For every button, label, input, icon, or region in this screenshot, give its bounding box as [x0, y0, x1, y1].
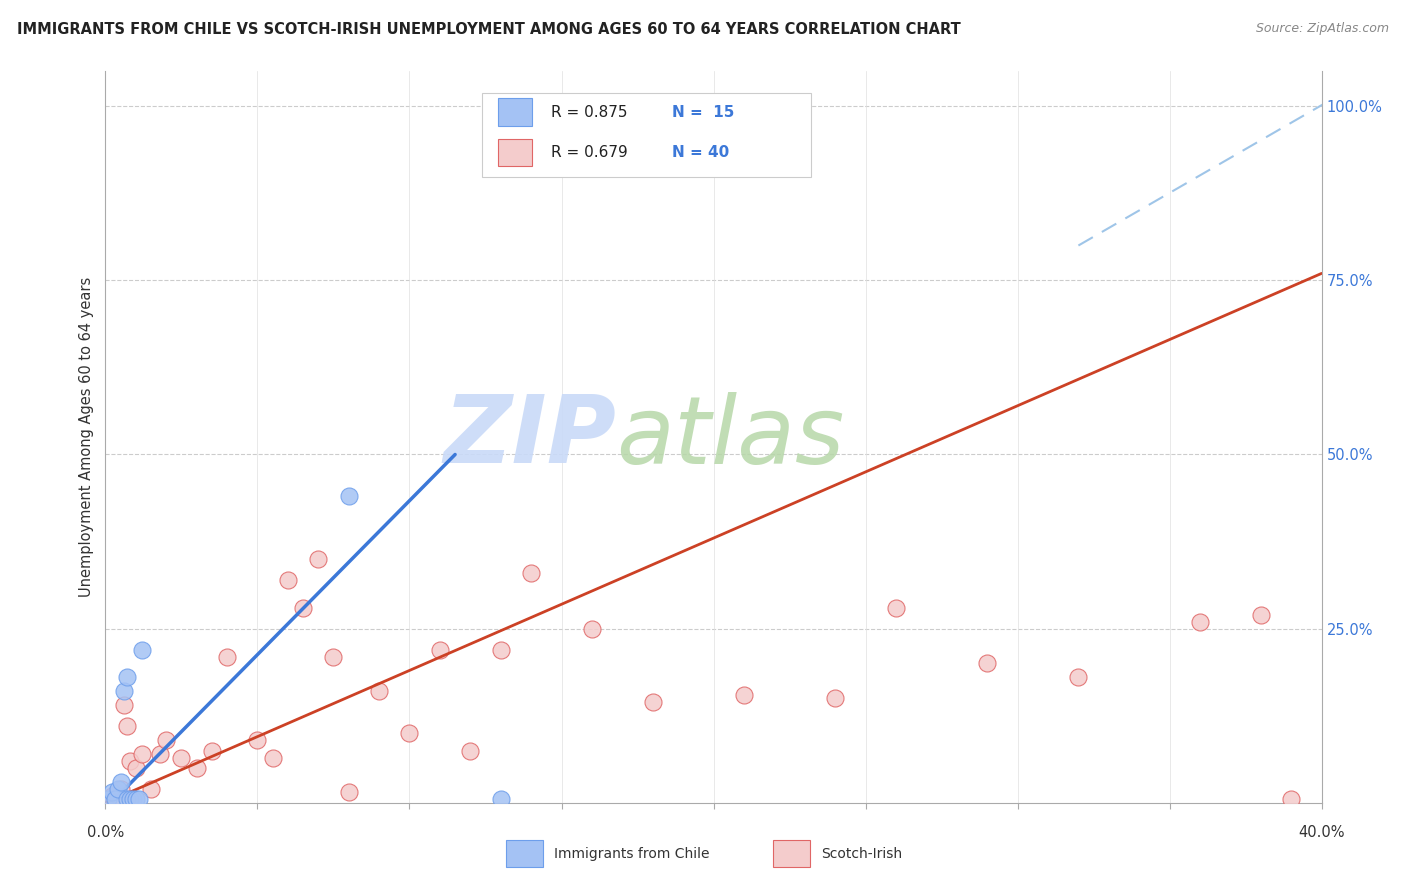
Text: Scotch-Irish: Scotch-Irish — [821, 847, 903, 861]
Text: R = 0.875: R = 0.875 — [551, 105, 627, 120]
Point — [1067, 670, 1090, 684]
Point — [337, 785, 360, 799]
Point — [110, 775, 132, 789]
Text: N = 40: N = 40 — [672, 145, 730, 160]
Text: 0.0%: 0.0% — [87, 825, 124, 839]
Point — [107, 781, 129, 796]
Point — [125, 792, 148, 806]
Point — [262, 750, 284, 764]
Point — [246, 733, 269, 747]
Point — [217, 649, 239, 664]
Point — [149, 747, 172, 761]
FancyBboxPatch shape — [482, 94, 811, 178]
FancyBboxPatch shape — [498, 98, 533, 126]
Text: atlas: atlas — [616, 392, 845, 483]
Point — [97, 792, 120, 806]
Text: 40.0%: 40.0% — [1298, 825, 1346, 839]
Point — [112, 698, 135, 713]
Point — [128, 792, 150, 806]
Point — [118, 792, 141, 806]
Point — [115, 792, 138, 806]
Point — [186, 761, 208, 775]
Point — [307, 552, 329, 566]
Point — [884, 600, 907, 615]
Point — [520, 566, 543, 580]
Point — [103, 792, 125, 806]
Point — [115, 670, 138, 684]
Text: Source: ZipAtlas.com: Source: ZipAtlas.com — [1256, 22, 1389, 36]
Point — [368, 684, 391, 698]
Text: N =  15: N = 15 — [672, 105, 734, 120]
Y-axis label: Unemployment Among Ages 60 to 64 years: Unemployment Among Ages 60 to 64 years — [79, 277, 94, 598]
Point — [398, 726, 420, 740]
Point — [277, 573, 299, 587]
Text: Immigrants from Chile: Immigrants from Chile — [554, 847, 710, 861]
Point — [118, 754, 141, 768]
Point — [103, 792, 125, 806]
Point — [112, 684, 135, 698]
Text: R = 0.679: R = 0.679 — [551, 145, 627, 160]
Point — [733, 688, 755, 702]
Point — [100, 789, 122, 803]
Point — [131, 747, 153, 761]
Point — [976, 657, 998, 671]
Point — [1188, 615, 1211, 629]
Point — [115, 719, 138, 733]
Point — [458, 743, 481, 757]
Point — [489, 792, 512, 806]
Point — [97, 792, 120, 806]
Point — [100, 785, 122, 799]
Point — [201, 743, 224, 757]
Point — [322, 649, 344, 664]
Point — [1279, 792, 1302, 806]
Point — [110, 781, 132, 796]
Point — [337, 489, 360, 503]
Point — [292, 600, 315, 615]
Text: IMMIGRANTS FROM CHILE VS SCOTCH-IRISH UNEMPLOYMENT AMONG AGES 60 TO 64 YEARS COR: IMMIGRANTS FROM CHILE VS SCOTCH-IRISH UN… — [17, 22, 960, 37]
Point — [824, 691, 846, 706]
Point — [107, 789, 129, 803]
Point — [170, 750, 193, 764]
Point — [429, 642, 451, 657]
Point — [641, 695, 664, 709]
Point — [1250, 607, 1272, 622]
Point — [155, 733, 177, 747]
Point — [489, 642, 512, 657]
Point — [131, 642, 153, 657]
Point — [581, 622, 603, 636]
Point — [125, 761, 148, 775]
Text: ZIP: ZIP — [443, 391, 616, 483]
FancyBboxPatch shape — [498, 138, 533, 167]
Point — [139, 781, 162, 796]
Point — [121, 792, 143, 806]
